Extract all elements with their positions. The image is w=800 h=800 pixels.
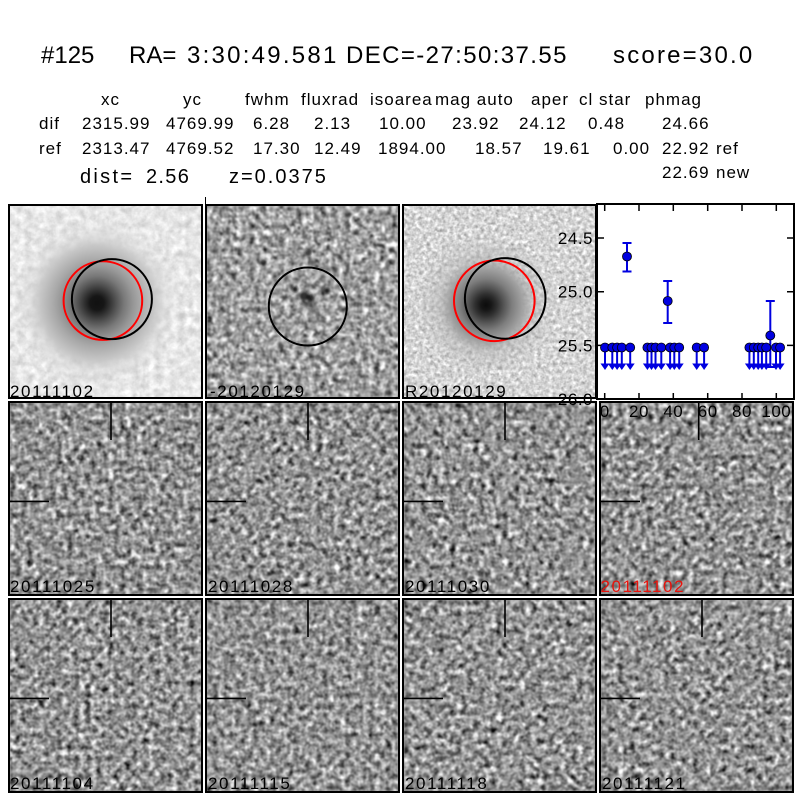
- svg-text:100: 100: [761, 402, 791, 421]
- svg-text:60: 60: [698, 402, 718, 421]
- svg-text:40: 40: [663, 402, 683, 421]
- svg-text:25.5: 25.5: [558, 336, 593, 355]
- svg-text:20: 20: [629, 402, 649, 421]
- svg-text:26.0: 26.0: [558, 390, 593, 409]
- svg-text:0: 0: [600, 402, 610, 421]
- svg-text:25.0: 25.0: [558, 283, 593, 302]
- svg-text:24.5: 24.5: [558, 229, 593, 248]
- svg-text:80: 80: [732, 402, 752, 421]
